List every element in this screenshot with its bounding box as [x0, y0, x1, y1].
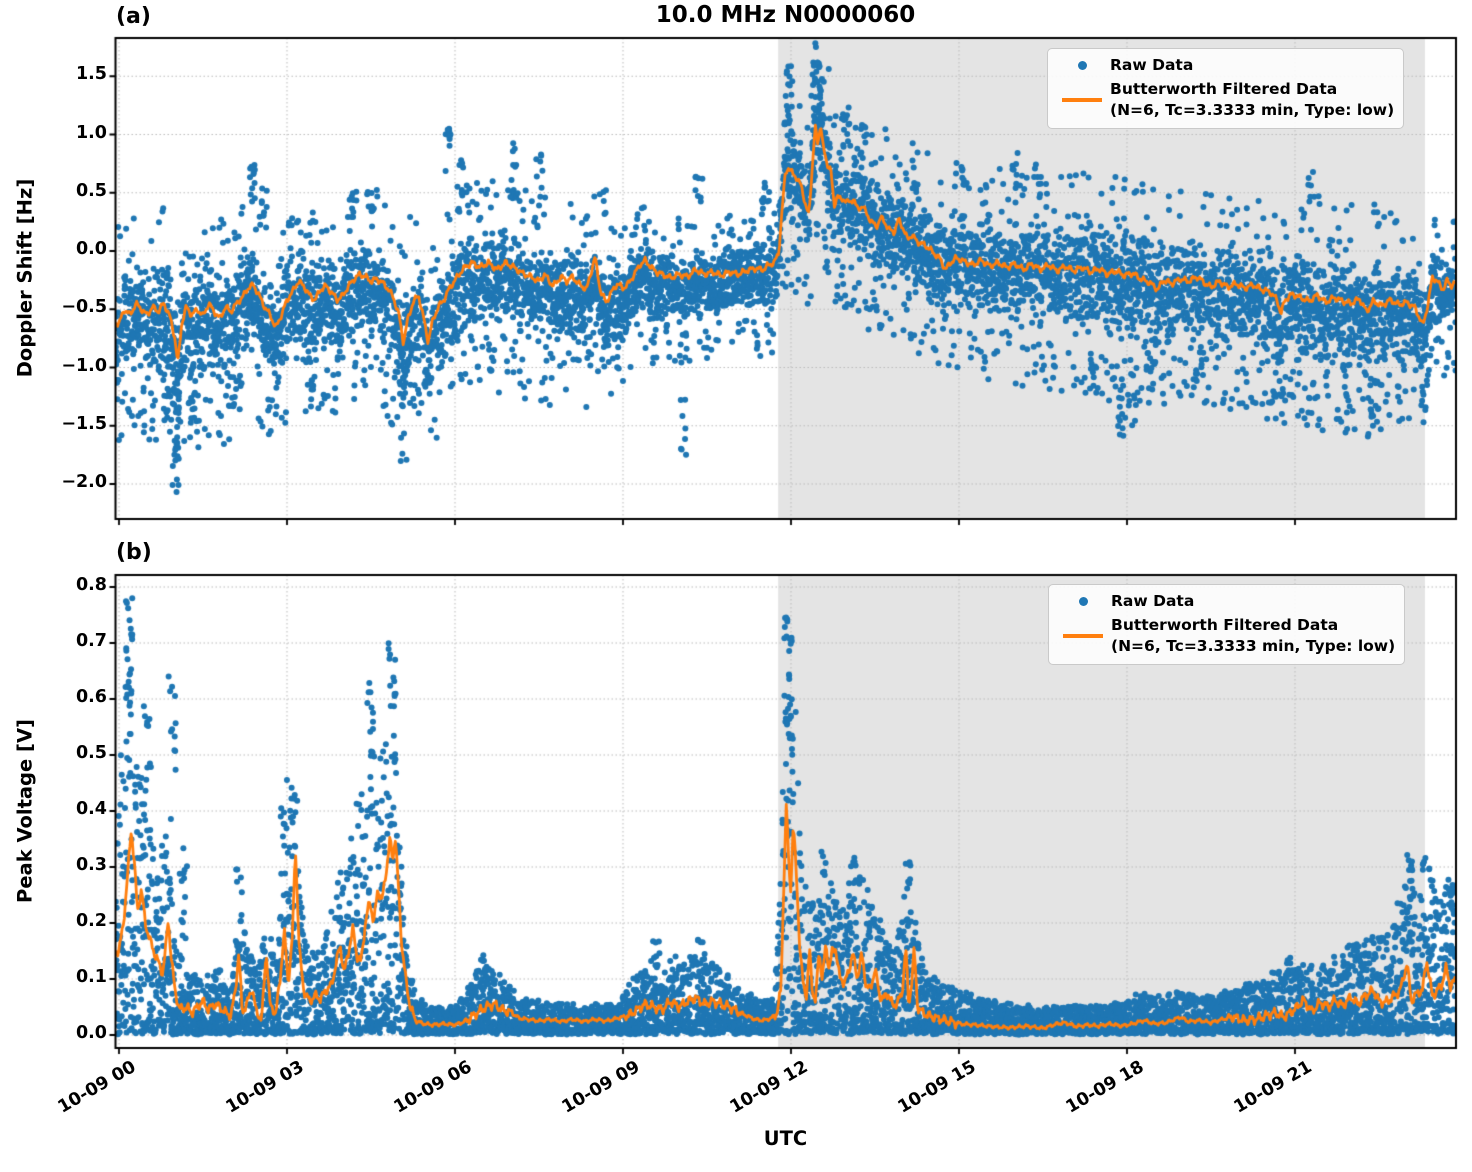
y-tick-label: 0.2: [75, 911, 107, 931]
y-tick-label: 0.6: [75, 687, 107, 707]
y-tick-label: −1.0: [61, 355, 107, 376]
y-tick-label: −1.5: [61, 413, 107, 434]
legend-entry-filtered: Butterworth Filtered Data (N=6, Tc=3.333…: [1054, 79, 1394, 121]
y-tick-label: 1.5: [75, 64, 107, 85]
raw-data-dot-icon: [1055, 597, 1111, 606]
legend-filtered-label: Butterworth Filtered Data (N=6, Tc=3.333…: [1111, 616, 1396, 655]
x-axis-label: UTC: [763, 1127, 808, 1150]
legend-entry-filtered: Butterworth Filtered Data (N=6, Tc=3.333…: [1055, 615, 1395, 657]
plot-title: 10.0 MHz N0000060: [655, 2, 916, 28]
y-tick-label: 0.0: [75, 1023, 107, 1043]
panel-b-y-axis-label: Peak Voltage [V]: [13, 719, 37, 903]
raw-data-dot-icon: [1054, 61, 1110, 70]
panel-b-legend: Raw Data Butterworth Filtered Data (N=6,…: [1048, 584, 1406, 665]
y-tick-label: 0.7: [75, 631, 107, 651]
panel-b-label: (b): [116, 540, 152, 565]
y-tick-label: 0.0: [75, 239, 107, 259]
panel-a-legend: Raw Data Butterworth Filtered Data (N=6,…: [1047, 48, 1405, 129]
filtered-line-icon: [1055, 634, 1111, 638]
y-tick-label: 0.1: [75, 967, 107, 987]
y-tick-label: 0.5: [75, 180, 107, 201]
y-tick-label: 0.5: [75, 743, 107, 763]
filtered-line-icon: [1054, 98, 1110, 102]
y-tick-label: −0.5: [61, 297, 107, 318]
y-tick-label: 1.0: [75, 122, 107, 143]
legend-raw-label: Raw Data: [1110, 56, 1194, 74]
legend-entry-raw: Raw Data: [1054, 55, 1394, 76]
panel-a-label: (a): [116, 4, 151, 29]
legend-entry-raw: Raw Data: [1055, 591, 1395, 612]
panel-a-y-axis-label: Doppler Shift [Hz]: [13, 178, 37, 378]
y-tick-label: −2.0: [61, 472, 107, 492]
y-tick-label: 0.3: [75, 855, 107, 875]
y-tick-label: 0.4: [75, 799, 107, 819]
legend-filtered-label: Butterworth Filtered Data (N=6, Tc=3.333…: [1110, 80, 1395, 119]
y-tick-label: 0.8: [75, 575, 107, 595]
legend-raw-label: Raw Data: [1111, 592, 1195, 610]
